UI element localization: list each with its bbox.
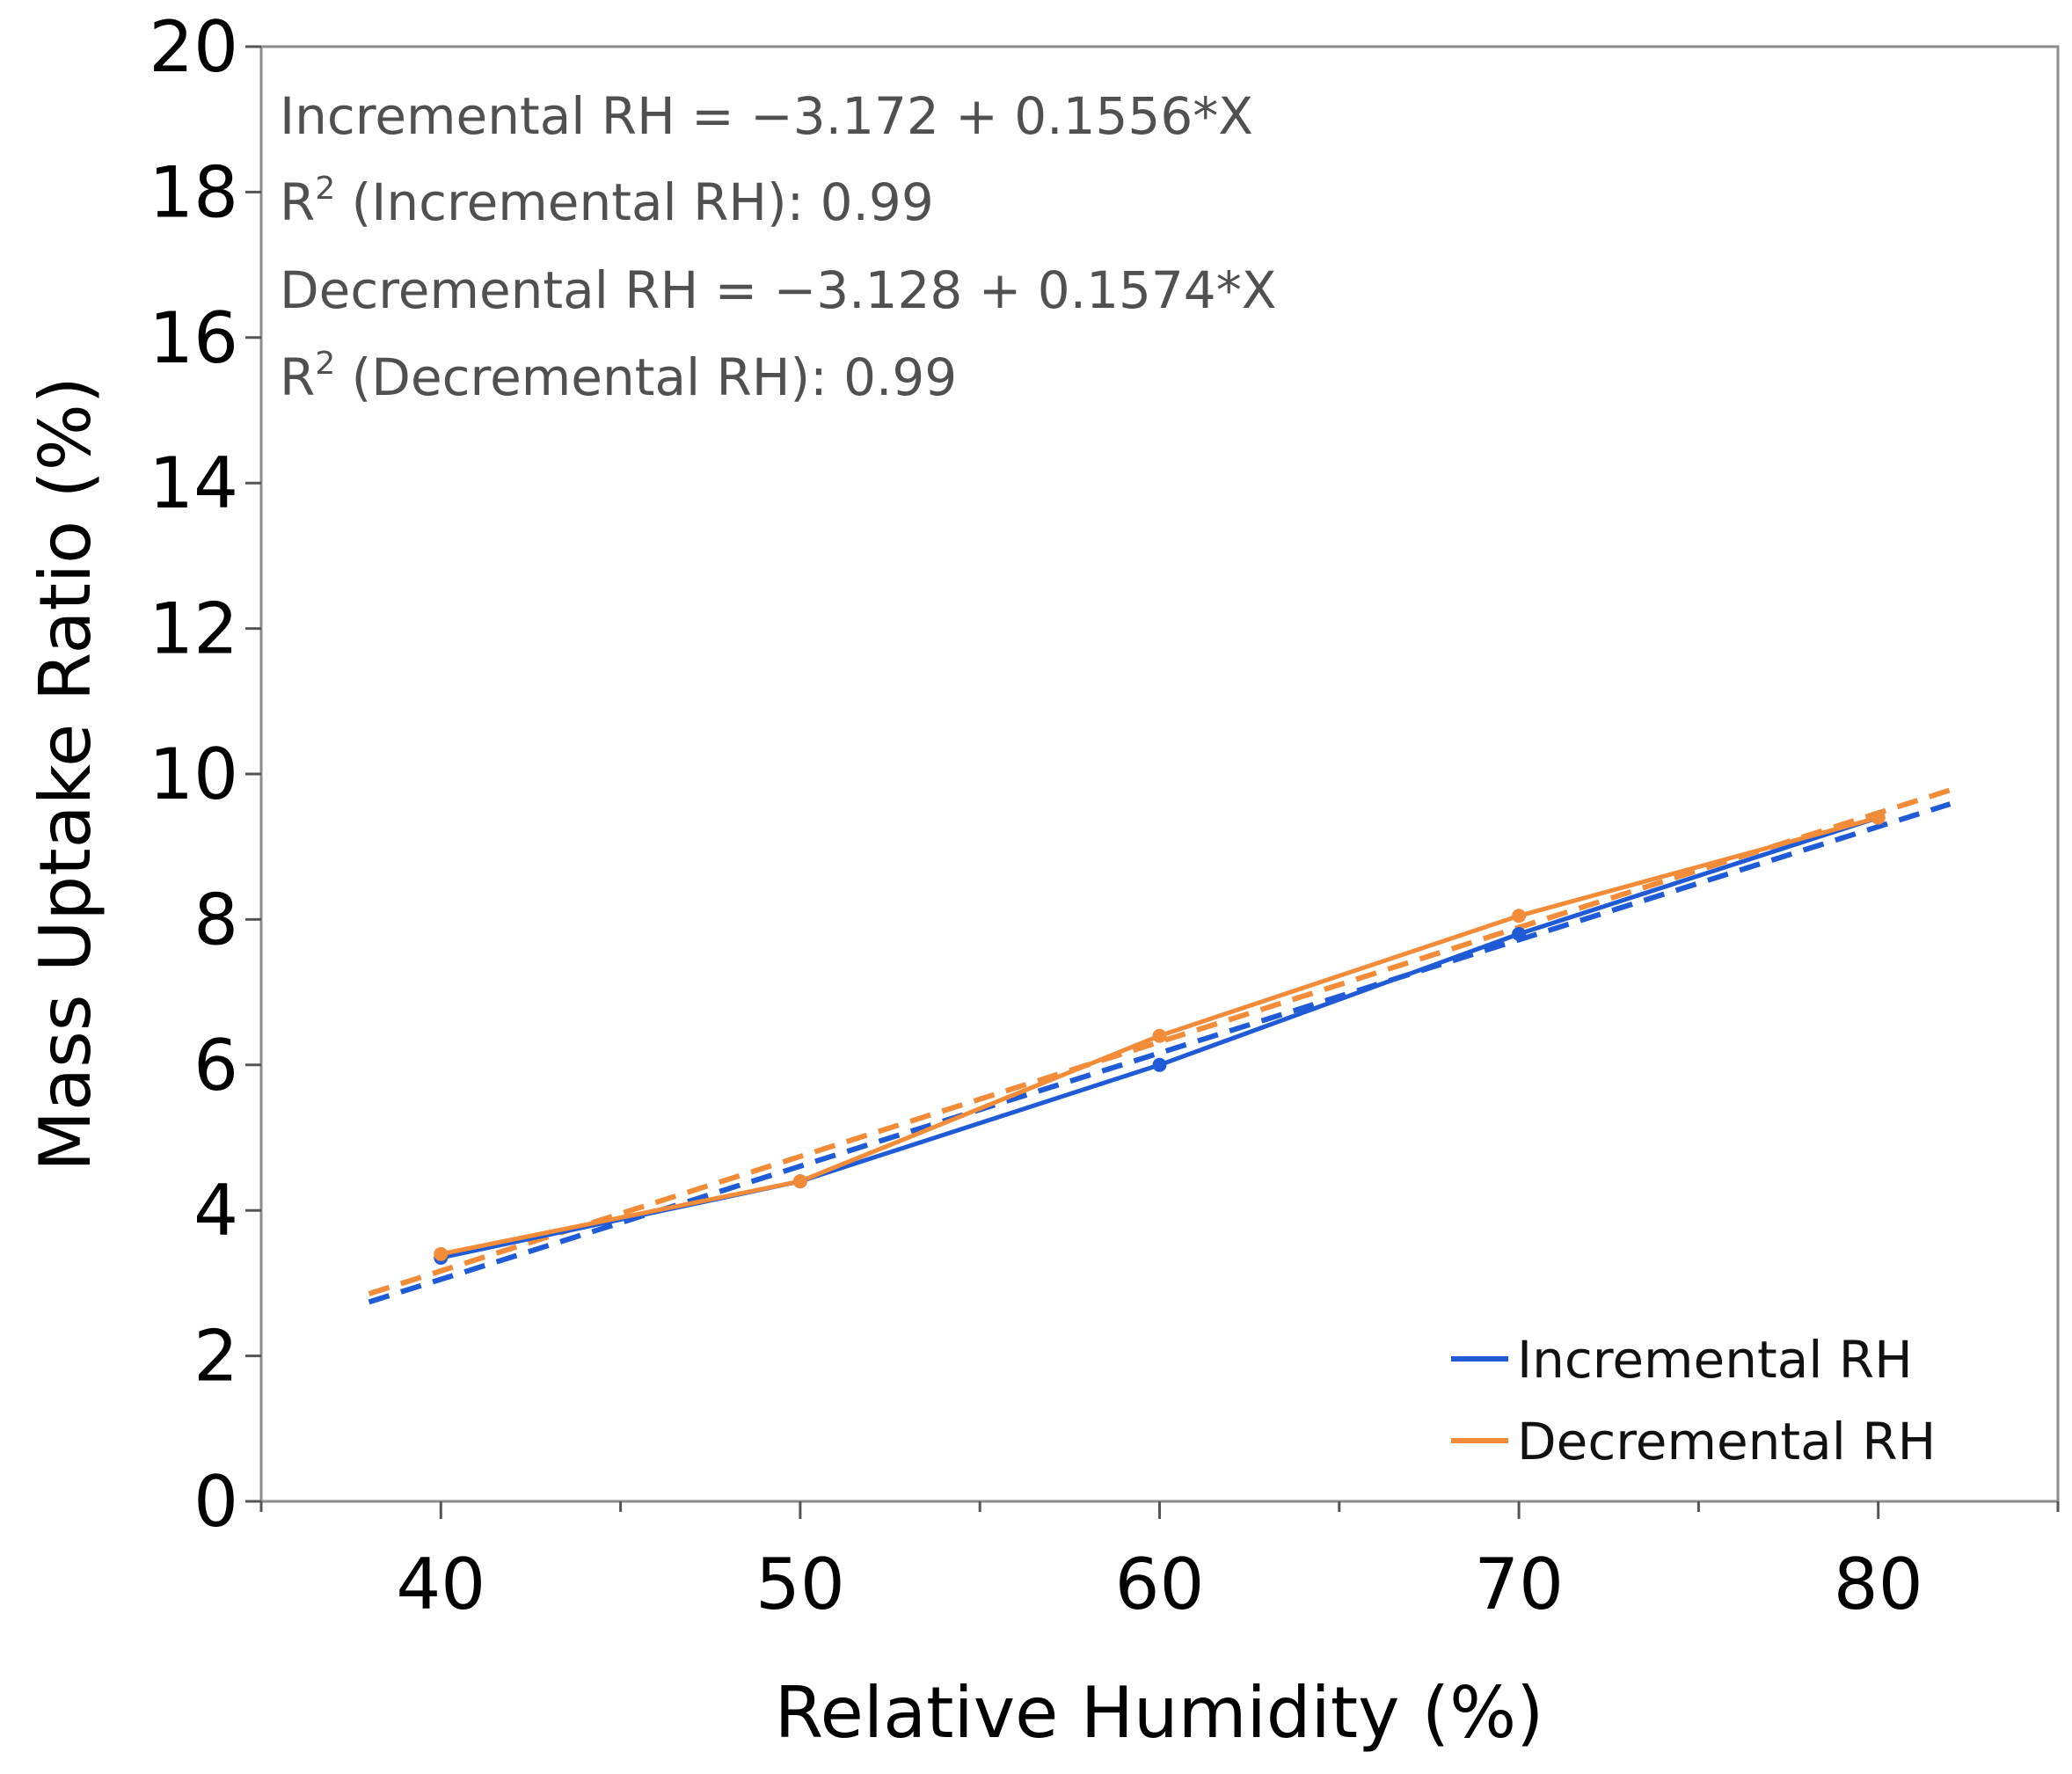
r-squared-superscript: 2 xyxy=(315,346,335,382)
y-tick-label: 16 xyxy=(149,297,238,379)
r-squared-incremental: R2 (Incremental RH): 0.99 xyxy=(280,171,934,232)
r-squared-value-text: (Incremental RH): 0.99 xyxy=(335,172,934,232)
y-tick-label: 18 xyxy=(149,151,238,233)
data-point-incremental xyxy=(1512,926,1527,941)
x-tick-label: 70 xyxy=(1474,1544,1564,1625)
r-squared-decremental: R2 (Decremental RH): 0.99 xyxy=(280,346,957,407)
y-tick-label: 10 xyxy=(149,734,238,815)
x-tick-label: 80 xyxy=(1834,1544,1923,1625)
data-point-decremental xyxy=(1871,810,1886,825)
data-point-decremental xyxy=(1512,909,1527,924)
data-point-decremental xyxy=(792,1174,807,1189)
y-tick-label: 12 xyxy=(149,588,238,670)
x-tick-label: 50 xyxy=(755,1544,845,1625)
x-axis-title: Relative Humidity (%) xyxy=(775,1672,1544,1754)
y-tick-label: 14 xyxy=(149,442,238,524)
y-tick-label: 4 xyxy=(193,1170,238,1252)
y-tick-label: 0 xyxy=(193,1461,238,1543)
x-tick-label: 40 xyxy=(396,1544,485,1625)
data-markers xyxy=(434,810,1886,1265)
data-point-incremental xyxy=(1152,1057,1167,1072)
fit-line-incremental xyxy=(368,801,1952,1305)
y-tick-label: 6 xyxy=(193,1025,238,1106)
r-squared-symbol: R xyxy=(280,347,315,407)
fit-line-decremental xyxy=(368,787,1952,1296)
legend: Incremental RH Decremental RH xyxy=(1451,1330,1936,1471)
legend-label-decremental: Decremental RH xyxy=(1517,1412,1936,1471)
r-squared-symbol: R xyxy=(280,172,315,232)
data-point-decremental xyxy=(434,1246,449,1261)
r-squared-value-text: (Decremental RH): 0.99 xyxy=(335,347,957,407)
y-tick-label: 2 xyxy=(193,1316,238,1398)
y-tick-label: 8 xyxy=(193,879,238,960)
fit-equation-decremental: Decremental RH = −3.128 + 0.1574*X xyxy=(280,260,1276,320)
y-axis: 0 2 4 6 8 10 12 14 16 18 20 xyxy=(149,6,261,1543)
x-tick-label: 60 xyxy=(1115,1544,1205,1625)
y-axis-title: Mass Uptake Ratio (%) xyxy=(25,376,106,1172)
fit-lines xyxy=(368,787,1952,1305)
legend-label-incremental: Incremental RH xyxy=(1517,1330,1913,1390)
y-tick-label: 20 xyxy=(149,6,238,88)
data-point-decremental xyxy=(1152,1028,1167,1043)
fit-equation-incremental: Incremental RH = −3.172 + 0.1556*X xyxy=(280,86,1253,146)
r-squared-superscript: 2 xyxy=(315,171,335,207)
x-axis: 40 50 60 70 80 xyxy=(259,1501,2060,1625)
